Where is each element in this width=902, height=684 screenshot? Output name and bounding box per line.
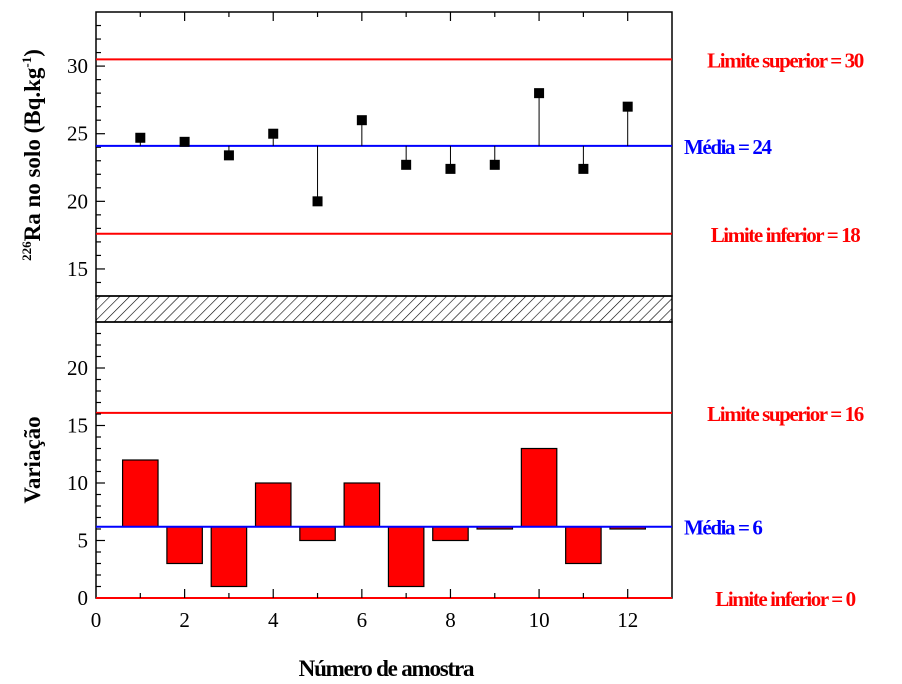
top-data-point	[489, 159, 500, 170]
bottom-bar	[343, 482, 381, 528]
top-data-point	[312, 196, 323, 207]
top-y-axis-title-suffix: )	[20, 49, 45, 57]
bottom-bar	[565, 526, 602, 565]
top-data-point	[223, 150, 234, 161]
top-data-point	[445, 163, 456, 174]
bottom-y-tick-label: 5	[78, 529, 89, 553]
top-data-point	[356, 115, 367, 126]
bottom-y-tick-label: 15	[67, 414, 88, 438]
bottom-bars	[121, 447, 647, 588]
bottom-axis-ticks: 0 5 10 15 20 0 2 4 6 8 10 12	[67, 332, 638, 632]
top-y-tick-label: 30	[67, 54, 88, 78]
bottom-bar	[432, 526, 469, 542]
bottom-reference-label: Limite inferior = 0	[715, 587, 855, 611]
bottom-bar	[299, 526, 336, 542]
top-y-axis-title-exponent: -1	[19, 57, 34, 68]
bottom-bar	[121, 459, 159, 528]
bottom-y-tick-label: 20	[67, 356, 88, 380]
top-data-point	[401, 159, 412, 170]
bottom-bar	[166, 526, 203, 565]
x-axis-title: Número de amostra	[299, 656, 475, 681]
bottom-bar	[387, 526, 425, 588]
bottom-y-axis-title: Variação	[20, 416, 45, 503]
top-data-point	[179, 136, 190, 147]
top-y-axis-title: 226Ra no solo (Bq.kg-1)	[19, 49, 45, 261]
top-y-tick-label: 25	[67, 122, 88, 146]
bottom-bar	[520, 447, 558, 528]
bottom-reference-label: Limite superior = 16	[707, 402, 864, 426]
axis-break	[95, 295, 673, 323]
top-data-point	[135, 132, 146, 143]
bottom-y-tick-label: 0	[78, 586, 89, 610]
top-y-tick-label: 20	[67, 189, 88, 213]
top-reference-label: Média = 24	[684, 135, 773, 159]
bottom-reference-lines: Limite superior = 16 Média = 6 Limite infe…	[96, 402, 865, 611]
top-y-axis-title-main: Ra no solo (Bq.kg	[20, 67, 45, 241]
bottom-x-tick-label: 0	[91, 608, 102, 632]
top-data-point	[578, 163, 589, 174]
top-data-point	[622, 101, 633, 112]
top-y-tick-label: 15	[67, 257, 88, 281]
bottom-x-tick-label: 8	[445, 608, 456, 632]
bottom-panel: Limite superior = 16 Média = 6 Limite infe…	[20, 321, 865, 681]
top-y-axis-title-prefix: 226	[19, 241, 34, 261]
top-axis-ticks: 15 20 25 30	[67, 12, 629, 284]
bottom-bar	[210, 526, 248, 588]
top-data-point	[268, 128, 279, 139]
top-reference-lines: Limite superior = 30 Média = 24 Limite inf…	[96, 48, 865, 247]
bottom-x-tick-label: 4	[268, 608, 279, 632]
bottom-y-tick-label: 10	[67, 471, 88, 495]
bottom-reference-label: Média = 6	[684, 516, 762, 540]
bottom-bar	[254, 482, 292, 528]
top-reference-label: Limite inferior = 18	[711, 223, 861, 247]
bottom-x-tick-label: 2	[179, 608, 190, 632]
top-data-point	[534, 88, 545, 99]
bottom-x-tick-label: 10	[529, 608, 550, 632]
bottom-x-tick-label: 6	[357, 608, 368, 632]
bottom-x-tick-label: 12	[617, 608, 638, 632]
top-data-points	[135, 88, 633, 207]
top-reference-label: Limite superior = 30	[707, 48, 864, 72]
top-plot-frame	[95, 11, 673, 297]
